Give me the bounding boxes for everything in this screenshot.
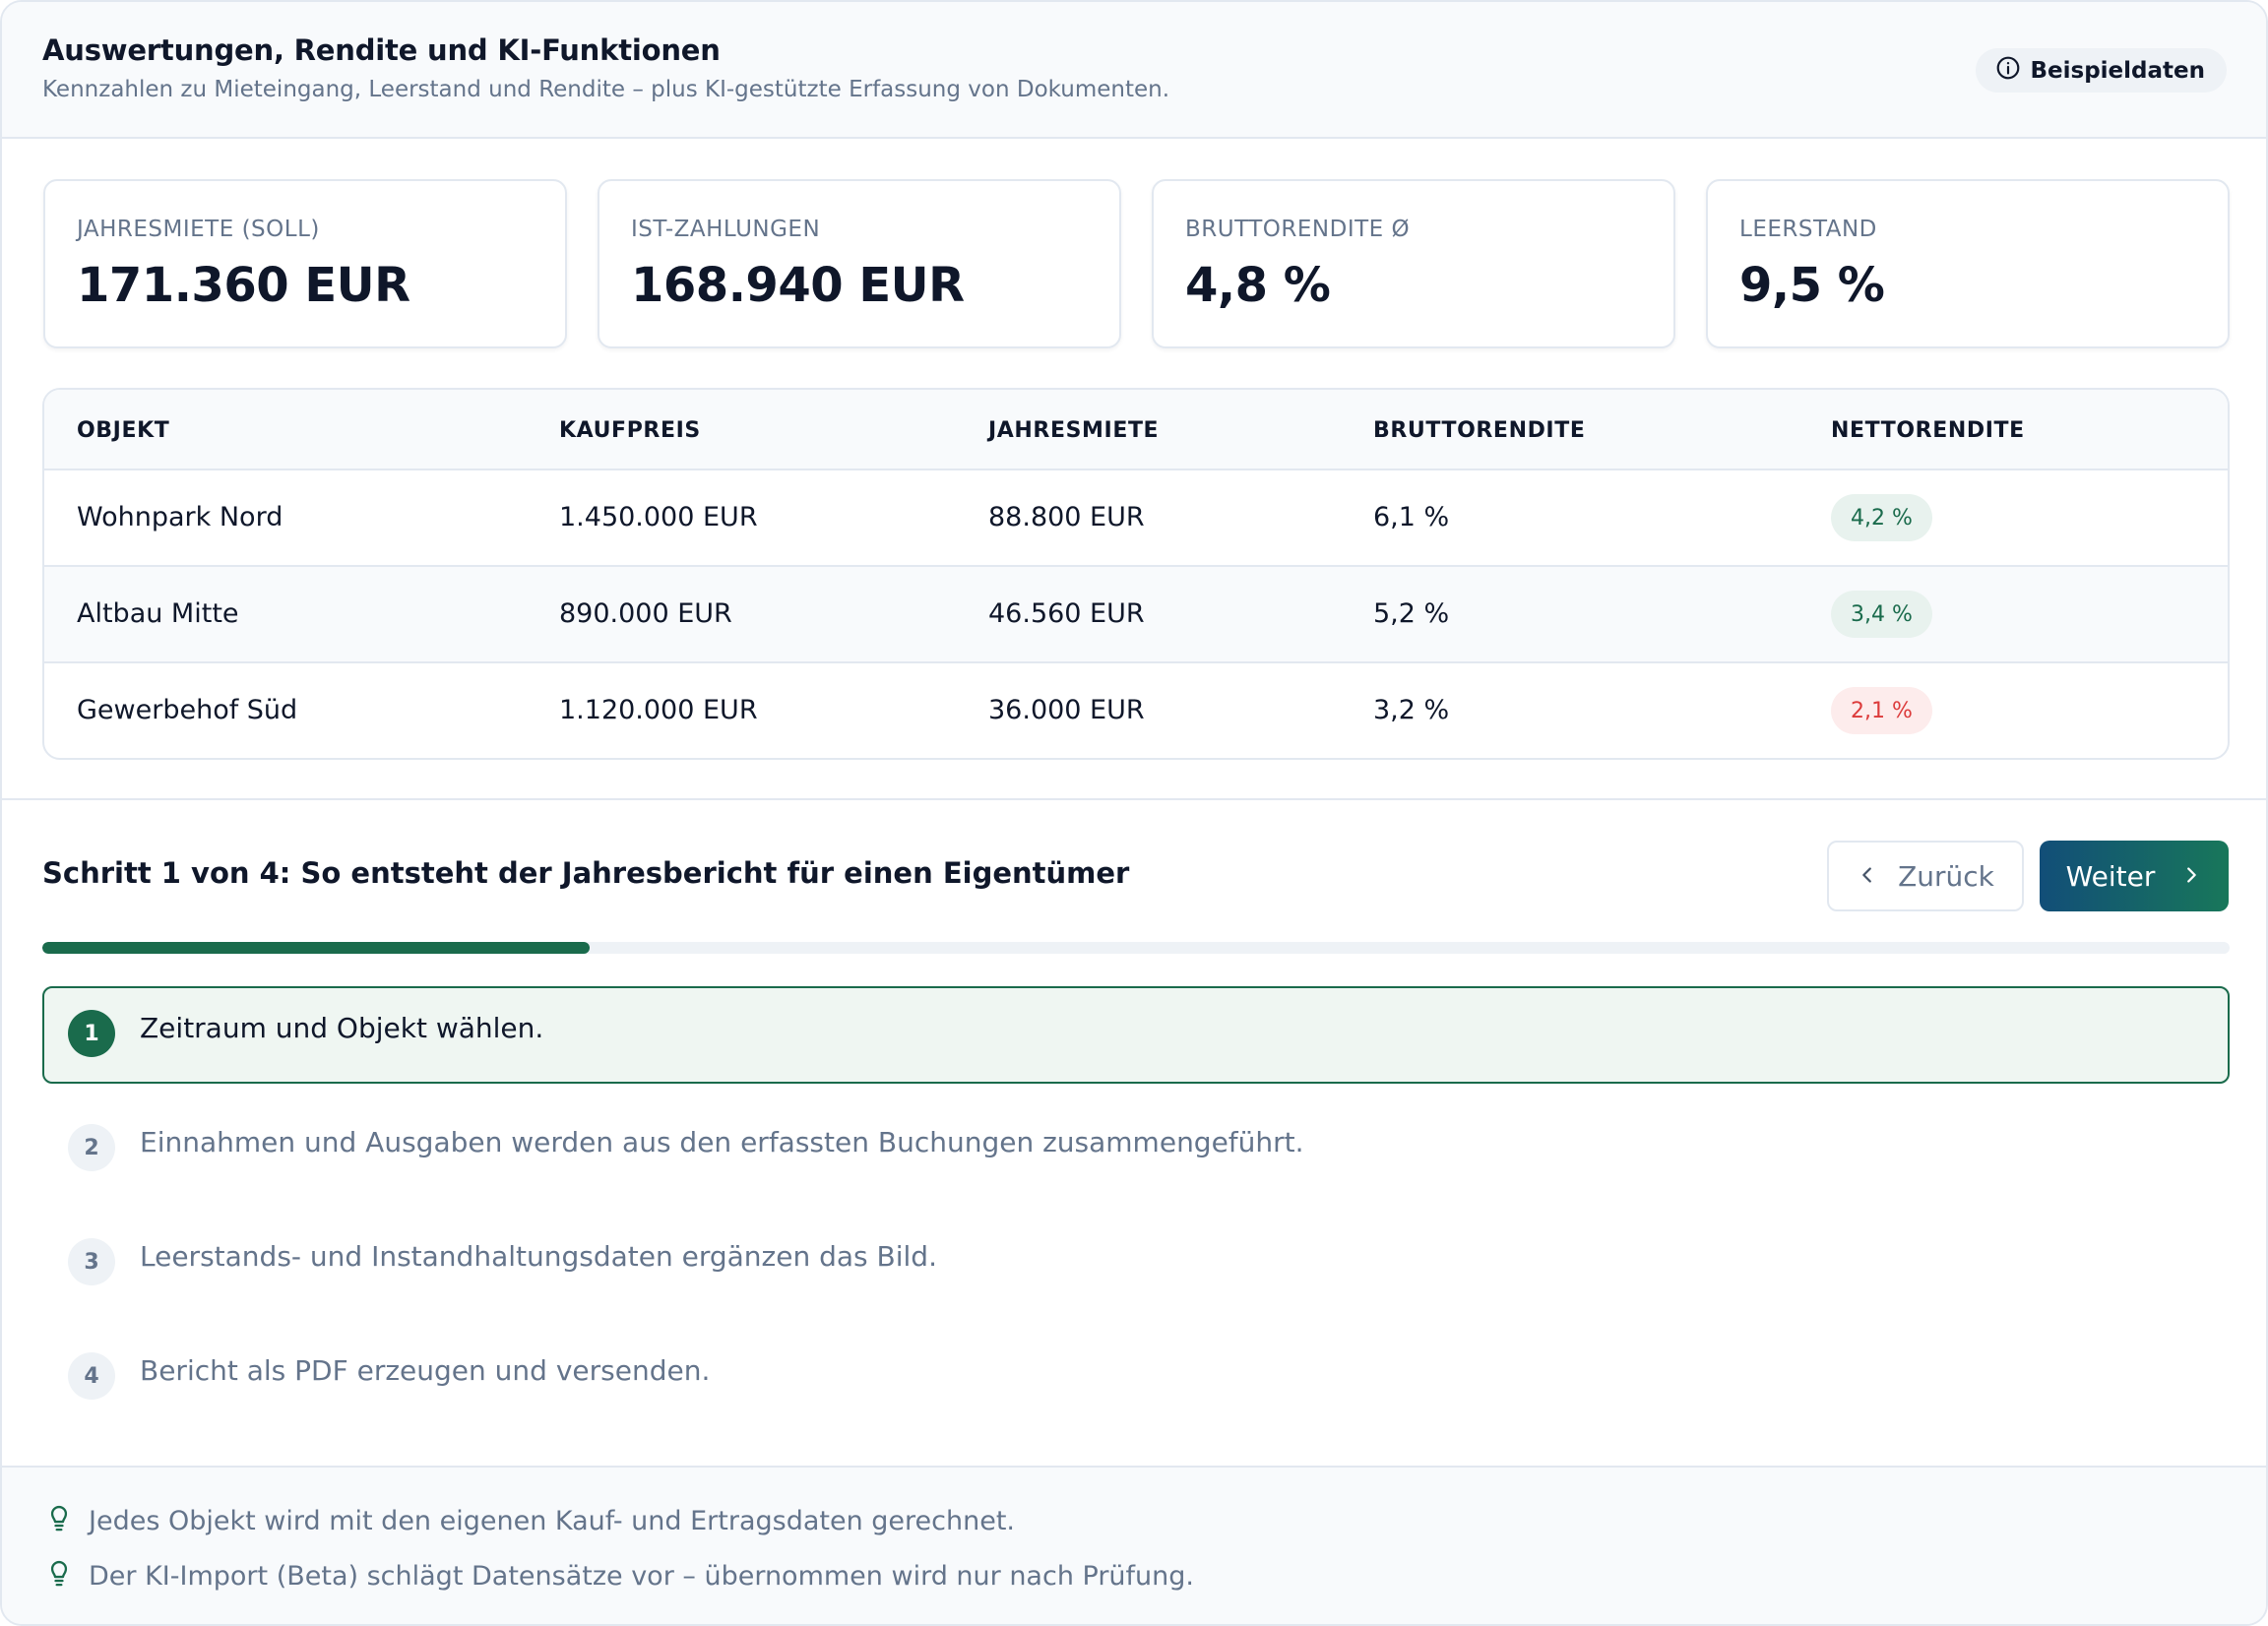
cell-bruttorendite: 5,2 % (1373, 598, 1450, 629)
kpi-label: JAHRESMIETE (SOLL) (77, 217, 320, 242)
table-row: Gewerbehof Süd 1.120.000 EUR 36.000 EUR … (44, 663, 2228, 758)
cell-objekt: Altbau Mitte (77, 598, 239, 629)
tip-text: Der KI-Import (Beta) schlägt Datensätze … (89, 1561, 1194, 1592)
cell-jahresmiete: 46.560 EUR (988, 598, 1145, 629)
page-title: Auswertungen, Rendite und KI-Funktionen (42, 33, 721, 67)
step-number: 2 (68, 1124, 115, 1171)
wizard-step-1[interactable]: 1 Zeitraum und Objekt wählen. (42, 986, 2230, 1084)
cell-objekt: Gewerbehof Süd (77, 695, 298, 725)
badge-label: Beispieldaten (2030, 57, 2206, 84)
wizard-step-4[interactable]: 4 Bericht als PDF erzeugen und versenden… (42, 1329, 2230, 1426)
column-header-bruttorendite: BRUTTORENDITE (1373, 418, 1586, 443)
table-row: Wohnpark Nord 1.450.000 EUR 88.800 EUR 6… (44, 470, 2228, 567)
kpi-label: LEERSTAND (1739, 217, 1877, 242)
sample-data-badge: Beispieldaten (1975, 48, 2227, 93)
section-divider (2, 798, 2266, 800)
info-icon (1995, 55, 2021, 87)
wizard-progress-bar (42, 942, 2230, 954)
yield-table: OBJEKT KAUFPREIS JAHRESMIETE BRUTTORENDI… (42, 388, 2230, 760)
wizard-step-title: Schritt 1 von 4: So entsteht der Jahresb… (42, 856, 1130, 890)
kpi-label: BRUTTORENDITE Ø (1185, 217, 1411, 242)
step-text: Zeitraum und Objekt wählen. (140, 1012, 544, 1044)
back-button[interactable]: Zurück (1827, 841, 2024, 911)
cell-kaufpreis: 1.120.000 EUR (559, 695, 758, 725)
kpi-value: 168.940 EUR (631, 258, 965, 313)
step-number: 1 (68, 1010, 115, 1057)
step-number: 4 (68, 1352, 115, 1400)
tip-item: Jedes Objekt wird mit den eigenen Kauf- … (45, 1503, 1015, 1539)
kpi-card-annual-rent: JAHRESMIETE (SOLL) 171.360 EUR (43, 179, 567, 348)
cell-objekt: Wohnpark Nord (77, 502, 284, 532)
next-button-label: Weiter (2065, 859, 2156, 893)
page-subtitle: Kennzahlen zu Mieteingang, Leerstand und… (42, 77, 1170, 102)
column-header-objekt: OBJEKT (77, 418, 170, 443)
kpi-card-gross-yield: BRUTTORENDITE Ø 4,8 % (1152, 179, 1675, 348)
net-yield-badge: 4,2 % (1831, 494, 1932, 541)
panel-header: Auswertungen, Rendite und KI-Funktionen … (2, 2, 2266, 139)
chevron-left-icon (1857, 860, 1878, 893)
kpi-value: 171.360 EUR (77, 258, 410, 313)
step-text: Leerstands- und Instandhaltungsdaten erg… (140, 1240, 937, 1273)
kpi-card-actual-payments: IST-ZAHLUNGEN 168.940 EUR (598, 179, 1121, 348)
column-header-jahresmiete: JAHRESMIETE (988, 418, 1160, 443)
kpi-value: 9,5 % (1739, 258, 1885, 313)
cell-kaufpreis: 890.000 EUR (559, 598, 732, 629)
tip-text: Jedes Objekt wird mit den eigenen Kauf- … (89, 1506, 1015, 1536)
table-row: Altbau Mitte 890.000 EUR 46.560 EUR 5,2 … (44, 567, 2228, 663)
cell-kaufpreis: 1.450.000 EUR (559, 502, 758, 532)
net-yield-badge: 3,4 % (1831, 591, 1932, 638)
next-button[interactable]: Weiter (2040, 841, 2229, 911)
chevron-right-icon (2180, 860, 2202, 893)
table-header: OBJEKT KAUFPREIS JAHRESMIETE BRUTTORENDI… (44, 390, 2228, 470)
kpi-card-vacancy: LEERSTAND 9,5 % (1706, 179, 2230, 348)
net-yield-badge: 2,1 % (1831, 687, 1932, 734)
tips-footer: Jedes Objekt wird mit den eigenen Kauf- … (2, 1466, 2266, 1624)
tip-item: Der KI-Import (Beta) schlägt Datensätze … (45, 1558, 1194, 1595)
cell-jahresmiete: 88.800 EUR (988, 502, 1145, 532)
column-header-kaufpreis: KAUFPREIS (559, 418, 701, 443)
step-number: 3 (68, 1238, 115, 1285)
kpi-value: 4,8 % (1185, 258, 1331, 313)
back-button-label: Zurück (1898, 859, 1994, 893)
wizard-step-3[interactable]: 3 Leerstands- und Instandhaltungsdaten e… (42, 1215, 2230, 1312)
cell-bruttorendite: 3,2 % (1373, 695, 1450, 725)
step-text: Einnahmen und Ausgaben werden aus den er… (140, 1126, 1304, 1158)
step-text: Bericht als PDF erzeugen und versenden. (140, 1354, 711, 1387)
wizard-progress-fill (42, 942, 590, 954)
lightbulb-icon (45, 1503, 73, 1539)
kpi-label: IST-ZAHLUNGEN (631, 217, 821, 242)
cell-jahresmiete: 36.000 EUR (988, 695, 1145, 725)
lightbulb-icon (45, 1558, 73, 1595)
column-header-nettorendite: NETTORENDITE (1831, 418, 2025, 443)
wizard-step-2[interactable]: 2 Einnahmen und Ausgaben werden aus den … (42, 1100, 2230, 1198)
cell-bruttorendite: 6,1 % (1373, 502, 1450, 532)
